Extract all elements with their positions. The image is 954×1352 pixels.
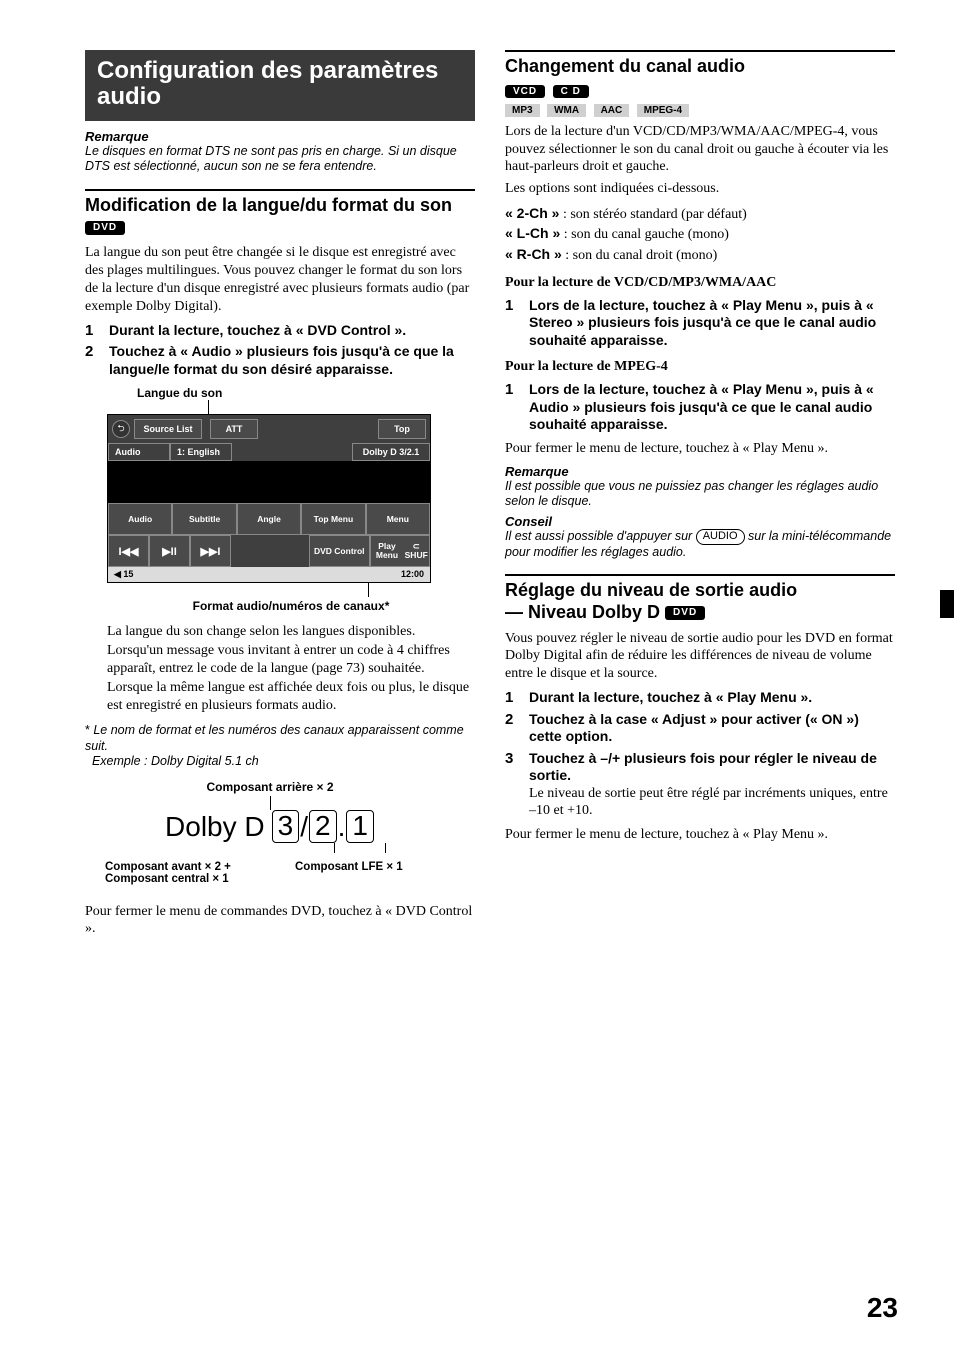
mpeg4-badge: MPEG-4 [637, 104, 689, 117]
dolby-num-1: 3 [272, 810, 300, 843]
footnote: * Le nom de format et les numéros des ca… [85, 723, 475, 770]
options-line: Les options sont indiquées ci-dessous. [505, 180, 895, 198]
step-number: 1 [85, 322, 99, 340]
step-2: 2 Touchez à « Audio » plusieurs fois jus… [85, 343, 475, 378]
section1-intro: La langue du son peut être changée si le… [85, 244, 475, 316]
next-button[interactable]: ▶▶I [190, 535, 231, 567]
step-text: Touchez à –/+ plusieurs fois pour régler… [529, 750, 895, 820]
audio-value: 1: English [170, 443, 232, 461]
remarque-text: Le disques en format DTS ne sont pas pri… [85, 144, 475, 175]
dolby-text: Dolby D [165, 811, 265, 843]
section-modification-title: Modification de la langue/du format du s… [85, 195, 475, 238]
dolby-value: Dolby D 3/2.1 [352, 443, 430, 461]
badges-row-2: MP3 WMA AAC MPEG-4 [505, 103, 895, 119]
para-after-1: La langue du son change selon les langue… [107, 623, 475, 641]
step-number: 2 [505, 711, 519, 746]
format-caption: Format audio/numéros de canaux* [107, 599, 475, 613]
section-changement-title: Changement du canal audio [505, 56, 895, 78]
vcd-badge: VCD [505, 85, 545, 98]
heading-title: Configuration des paramètres audio [97, 58, 463, 111]
step-text: Lors de la lecture, touchez à « Play Men… [529, 381, 895, 434]
dvd-badge: DVD [665, 606, 705, 620]
screen-topmenu-button[interactable]: Top Menu [301, 503, 365, 535]
remarque-label: Remarque [85, 129, 475, 144]
subhead-mpeg4: Pour la lecture de MPEG-4 [505, 359, 895, 375]
wma-badge: WMA [547, 104, 586, 117]
screen-audio-button[interactable]: Audio [108, 503, 172, 535]
step-text: Lors de la lecture, touchez à « Play Men… [529, 297, 895, 350]
dolby-lfe-label: Composant LFE × 1 [295, 861, 435, 885]
step-b: 1 Lors de la lecture, touchez à « Play M… [505, 381, 895, 434]
divider [505, 574, 895, 576]
att-button[interactable]: ATT [210, 419, 258, 439]
audio-oval-button: AUDIO [696, 529, 745, 545]
audio-label: Audio [108, 443, 170, 461]
section-title-text: Modification de la langue/du format du s… [85, 195, 452, 215]
side-tab [940, 590, 954, 618]
dolby-diagram: Composant arrière × 2 Dolby D 3 / 2 . 1 … [105, 780, 435, 885]
para-after-3: Lorsque la même langue est affichée deux… [107, 679, 475, 715]
prev-button[interactable]: I◀◀ [108, 535, 149, 567]
dvd-control-button[interactable]: DVD Control [309, 535, 370, 567]
dolby-rear-label: Composant arrière × 2 [105, 780, 435, 794]
step-text: Durant la lecture, touchez à « Play Menu… [529, 689, 812, 707]
subhead-vcd: Pour la lecture de VCD/CD/MP3/WMA/AAC [505, 275, 895, 291]
play-pause-button[interactable]: ▶II [149, 535, 190, 567]
step-number: 1 [505, 297, 519, 350]
source-list-button[interactable]: Source List [134, 419, 202, 439]
play-menu-button[interactable]: Play Menu⊂ SHUF [370, 535, 431, 567]
screen-mock: ⮌ Source List ATT Top Audio 1: English D… [107, 414, 431, 583]
step3-2: 2 Touchez à la case « Adjust » pour acti… [505, 711, 895, 746]
mp3-badge: MP3 [505, 104, 540, 117]
pointer-line [207, 400, 208, 414]
para-after-2: Lorsqu'un message vous invitant à entrer… [107, 642, 475, 678]
step-number: 1 [505, 689, 519, 707]
step-number: 3 [505, 750, 519, 820]
divider [505, 50, 895, 52]
spacer [231, 535, 309, 567]
step-a: 1 Lors de la lecture, touchez à « Play M… [505, 297, 895, 350]
pointer-line [270, 796, 271, 810]
screen-subtitle-button[interactable]: Subtitle [172, 503, 236, 535]
step-number: 1 [505, 381, 519, 434]
foot-left: ◀ 15 [114, 569, 133, 580]
step-text: Durant la lecture, touchez à « DVD Contr… [109, 322, 406, 340]
step3-3: 3 Touchez à –/+ plusieurs fois pour régl… [505, 750, 895, 820]
step-number: 2 [85, 343, 99, 378]
screen-body [108, 461, 430, 503]
step-1: 1 Durant la lecture, touchez à « DVD Con… [85, 322, 475, 340]
conseil-text: Il est aussi possible d'appuyer sur AUDI… [505, 529, 895, 560]
dolby-front-label: Composant avant × 2 + Composant central … [105, 861, 275, 885]
dolby-num-2: 2 [309, 810, 337, 843]
screen-menu-button[interactable]: Menu [366, 503, 430, 535]
aac-badge: AAC [594, 104, 630, 117]
close-play-2: Pour fermer le menu de lecture, touchez … [505, 826, 895, 844]
pointer-line [367, 583, 368, 597]
divider [85, 189, 475, 191]
foot-right: 12:00 [401, 569, 424, 580]
heading-box: Configuration des paramètres audio [85, 50, 475, 121]
top-button[interactable]: Top [378, 419, 426, 439]
home-icon[interactable]: ⮌ [112, 420, 130, 438]
dvd-badge: DVD [85, 221, 125, 235]
page-number: 23 [867, 1292, 898, 1324]
cd-badge: C D [553, 85, 589, 98]
section-reglage-title: Réglage du niveau de sortie audio — Nive… [505, 580, 895, 623]
close-play-1: Pour fermer le menu de lecture, touchez … [505, 440, 895, 458]
remarque2-text: Il est possible que vous ne puissiez pas… [505, 479, 895, 510]
step-text: Touchez à la case « Adjust » pour active… [529, 711, 895, 746]
langue-caption: Langue du son [137, 386, 475, 400]
section2-intro: Lors de la lecture d'un VCD/CD/MP3/WMA/A… [505, 123, 895, 177]
dolby-num-3: 1 [346, 810, 374, 843]
section3-intro: Vous pouvez régler le niveau de sortie a… [505, 630, 895, 684]
close-dvd-text: Pour fermer le menu de commandes DVD, to… [85, 903, 475, 939]
remarque2-label: Remarque [505, 464, 895, 479]
step-text: Touchez à « Audio » plusieurs fois jusqu… [109, 343, 475, 378]
channel-options: « 2-Ch » : son stéréo standard (par défa… [505, 204, 895, 265]
step3-1: 1 Durant la lecture, touchez à « Play Me… [505, 689, 895, 707]
conseil-label: Conseil [505, 514, 895, 529]
badges-row-1: VCD C D [505, 84, 895, 100]
screen-angle-button[interactable]: Angle [237, 503, 301, 535]
